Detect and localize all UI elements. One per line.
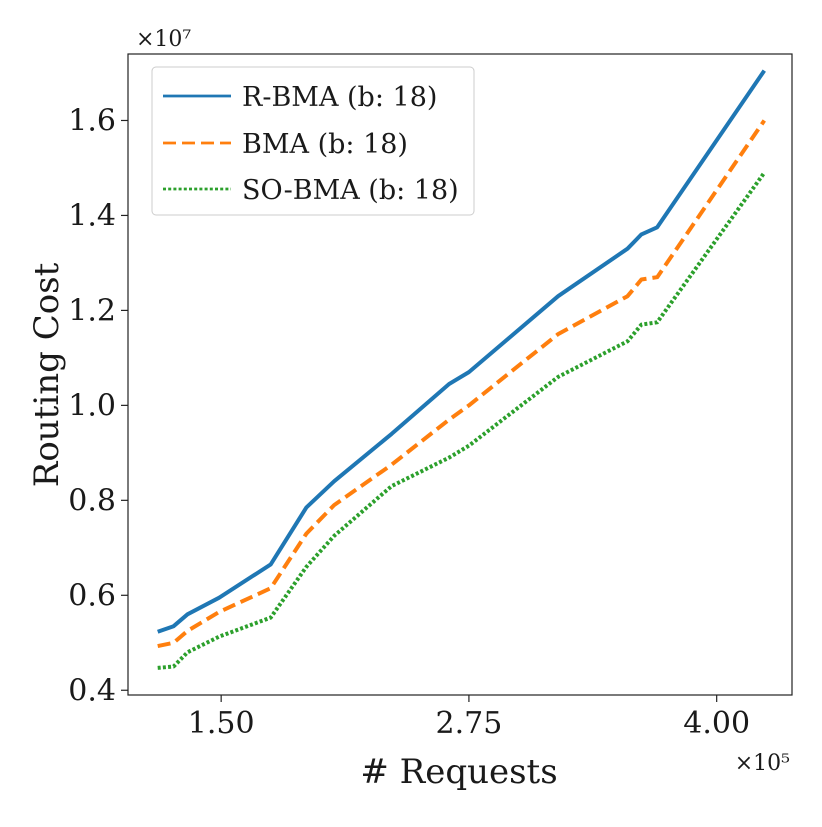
legend-label-bma: BMA (b: 18) <box>242 129 408 160</box>
y-tick-label: 1.6 <box>68 103 116 138</box>
series-line-r-bma <box>157 69 766 634</box>
x-axis-multiplier: ×10⁵ <box>735 751 790 776</box>
y-axis-ticks: 0.4 0.6 0.8 1.0 1.2 1.4 1.6 <box>68 103 128 708</box>
series-line-so-bma <box>157 171 766 670</box>
y-tick-label: 1.4 <box>68 198 116 233</box>
plot-frame <box>127 53 793 696</box>
y-tick-label: 0.4 <box>68 673 116 708</box>
x-tick-label: 4.00 <box>683 706 750 741</box>
legend-label-so-bma: SO-BMA (b: 18) <box>242 175 459 206</box>
y-tick-label: 1.2 <box>68 293 116 328</box>
legend: R-BMA (b: 18) BMA (b: 18) SO-BMA (b: 18) <box>151 66 475 216</box>
y-tick-label: 0.8 <box>68 483 116 518</box>
legend-box <box>151 66 475 216</box>
y-tick-label: 0.6 <box>68 578 116 613</box>
legend-label-r-bma: R-BMA (b: 18) <box>242 82 437 113</box>
x-tick-label: 2.75 <box>436 706 503 741</box>
x-axis-label: # Requests <box>360 752 557 792</box>
series-layer <box>157 69 766 670</box>
y-axis-multiplier: ×10⁷ <box>136 27 191 52</box>
x-tick-label: 1.50 <box>188 706 255 741</box>
y-axis-label: Routing Cost <box>27 262 67 487</box>
series-line-bma <box>157 119 766 649</box>
y-tick-label: 1.0 <box>68 388 116 423</box>
x-axis-ticks: 1.50 2.75 4.00 <box>188 695 750 741</box>
